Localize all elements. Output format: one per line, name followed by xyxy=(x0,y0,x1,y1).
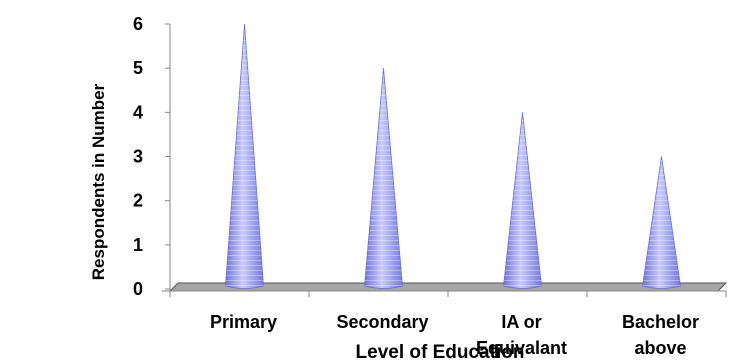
category-label: above xyxy=(634,338,686,358)
cone-bands xyxy=(642,156,681,289)
bar-cone xyxy=(364,68,403,289)
y-axis-label: Respondents in Number xyxy=(89,83,108,280)
y-tick-label: 0 xyxy=(133,279,143,299)
bar-cone xyxy=(642,156,681,289)
x-axis-label: Level of Education xyxy=(356,342,525,363)
cone-bands xyxy=(503,112,542,289)
category-label: Bachelor xyxy=(622,312,699,332)
axes-layer xyxy=(162,23,727,297)
category-label: Primary xyxy=(210,312,277,332)
category-label: Secondary xyxy=(336,312,428,332)
cone-bands xyxy=(364,68,403,289)
bars-layer xyxy=(225,23,681,289)
bar-cone xyxy=(503,112,542,289)
category-label: Equivalant xyxy=(476,338,567,358)
bar-cone xyxy=(225,23,264,289)
y-tick-label: 6 xyxy=(133,14,143,34)
cone-bands xyxy=(225,24,264,289)
category-label: IA or xyxy=(501,312,541,332)
y-tick-label: 1 xyxy=(133,235,143,255)
labels-layer: 0 1 2 3 4 5 6 Primary Secondary IA or Equivalant Ba… xyxy=(133,14,699,358)
y-tick-label: 4 xyxy=(133,102,143,122)
y-tick-label: 5 xyxy=(133,58,143,78)
y-tick-label: 2 xyxy=(133,191,143,211)
y-tick-label: 3 xyxy=(133,147,143,167)
